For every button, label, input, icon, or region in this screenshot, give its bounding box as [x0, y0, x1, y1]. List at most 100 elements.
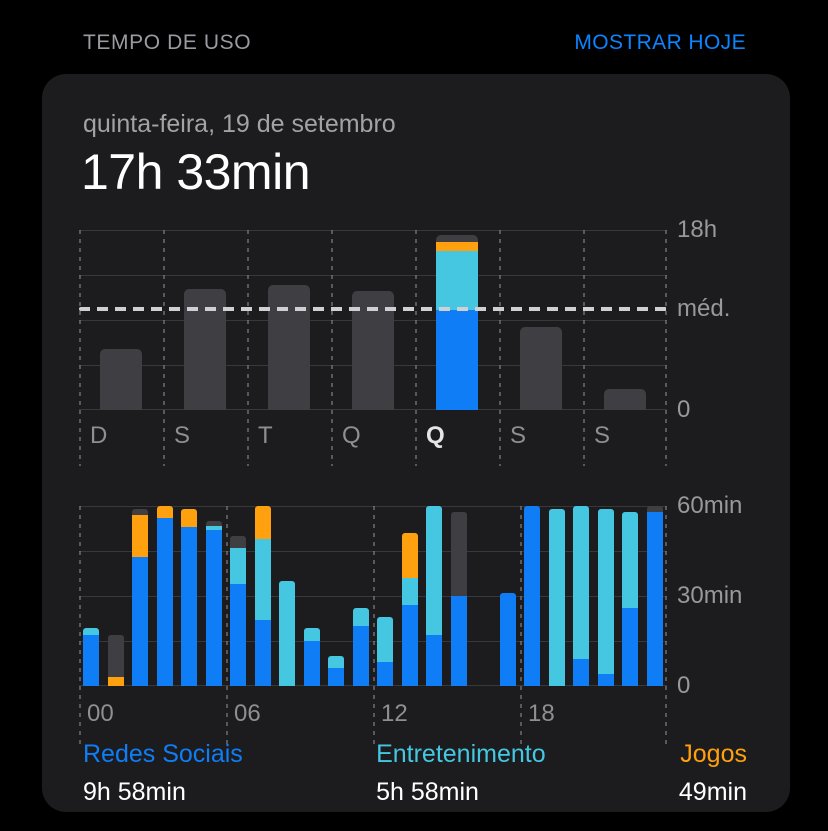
bar-segment-entertainment — [598, 509, 614, 674]
legend-label: Redes Sociais — [83, 740, 243, 768]
usage-bar — [304, 627, 320, 686]
bar-segment-social — [524, 506, 540, 686]
bar-segment-entertainment — [622, 512, 638, 608]
day-label: D — [90, 422, 108, 449]
usage-bar — [268, 285, 310, 410]
bar-segment-social — [157, 518, 173, 686]
gridline-vertical-dashed — [331, 230, 333, 466]
bar-segment-social — [451, 596, 467, 686]
x-axis-label: 06 — [234, 700, 261, 727]
bar-segment-games — [157, 506, 173, 518]
usage-bar — [353, 608, 369, 686]
day-label: Q — [342, 422, 361, 449]
bar-segment-games — [132, 515, 148, 557]
gridline-vertical-dashed — [665, 506, 667, 744]
bar-segment-social — [500, 593, 516, 686]
x-axis-label: 00 — [87, 700, 114, 727]
usage-bar — [402, 533, 418, 686]
usage-bar — [500, 593, 516, 686]
usage-bar — [436, 234, 478, 410]
bar-segment-entertainment — [328, 656, 344, 668]
bar-segment-entertainment — [573, 506, 589, 659]
usage-bar — [230, 536, 246, 686]
gridline-vertical-dashed — [583, 230, 585, 466]
bar-segment-entertainment — [426, 506, 442, 635]
bar-segment-other — [100, 349, 142, 410]
bar-segment-entertainment — [230, 548, 246, 584]
usage-bar — [524, 506, 540, 686]
usage-bar — [132, 509, 148, 686]
gridline-vertical-dashed — [226, 506, 228, 744]
usage-bar — [647, 506, 663, 686]
bar-segment-games — [181, 509, 197, 527]
bar-segment-other — [230, 536, 246, 548]
bar-segment-entertainment — [377, 617, 393, 662]
bar-segment-entertainment — [279, 581, 295, 686]
legend-label: Jogos — [680, 740, 747, 768]
day-label: Q — [426, 422, 445, 449]
bar-segment-social — [436, 310, 478, 410]
bar-segment-other — [268, 285, 310, 410]
legend-value: 49min — [678, 778, 747, 806]
gridline-vertical-dashed — [163, 230, 165, 466]
bar-segment-social — [598, 674, 614, 686]
screen-time-card[interactable]: quinta-feira, 19 de setembro 17h 33min D… — [42, 74, 790, 812]
x-axis-label: 18 — [528, 700, 555, 727]
usage-bar — [83, 627, 99, 686]
bar-segment-social — [83, 635, 99, 686]
y-axis-label: méd. — [677, 295, 731, 322]
usage-bar — [573, 506, 589, 686]
bar-segment-social — [353, 626, 369, 686]
usage-bar — [598, 509, 614, 686]
gridline-vertical-dashed — [415, 230, 417, 466]
show-today-button[interactable]: MOSTRAR HOJE — [574, 31, 746, 54]
bar-segment-other — [206, 521, 222, 526]
legend-item-games: Jogos 49min — [679, 740, 747, 807]
y-axis-label: 18h — [677, 216, 718, 243]
bar-segment-games — [255, 506, 271, 539]
usage-bar — [520, 327, 562, 410]
bar-segment-social — [647, 512, 663, 686]
usage-bar — [181, 509, 197, 686]
y-axis-label: 30min — [677, 582, 743, 609]
gridline-vertical-dashed — [499, 230, 501, 466]
usage-bar — [549, 509, 565, 686]
bar-segment-other — [520, 327, 562, 410]
page-title: TEMPO DE USO — [83, 31, 252, 54]
usage-bar — [100, 349, 142, 410]
gridline-horizontal — [79, 275, 667, 276]
hourly-usage-chart: 00 06 12 18 60min 30min 0 — [79, 492, 742, 744]
usage-bar — [604, 389, 646, 410]
gridline-horizontal — [79, 230, 667, 231]
gridline-vertical-dashed — [665, 230, 667, 466]
bar-segment-entertainment — [83, 627, 99, 635]
bar-segment-entertainment — [304, 627, 320, 641]
bar-segment-social — [426, 635, 442, 686]
bar-segment-entertainment — [255, 539, 271, 620]
bar-segment-social — [377, 662, 393, 686]
usage-bar — [255, 506, 271, 686]
bar-segment-entertainment — [436, 250, 478, 311]
legend-value: 9h 58min — [83, 778, 186, 806]
bar-segment-social — [622, 608, 638, 686]
day-label: S — [174, 422, 191, 449]
gridline-vertical-dashed — [520, 506, 522, 744]
bar-segment-other — [108, 635, 124, 677]
gridline-vertical-dashed — [373, 506, 375, 744]
bar-segment-social — [304, 641, 320, 686]
bar-segment-other — [436, 234, 478, 243]
bar-segment-games — [108, 677, 124, 686]
header: TEMPO DE USO MOSTRAR HOJE — [83, 31, 746, 55]
gridline-vertical-dashed — [79, 230, 81, 466]
bar-segment-social — [402, 605, 418, 686]
bar-segment-entertainment — [353, 608, 369, 626]
gridline-vertical-dashed — [79, 506, 81, 744]
weekly-usage-chart: D S T Q Q S S 18h méd. 0 — [79, 216, 730, 466]
bar-segment-other — [132, 509, 148, 515]
bar-segment-social — [181, 527, 197, 686]
usage-bar — [157, 506, 173, 686]
bar-segment-other — [451, 512, 467, 596]
usage-bar — [451, 512, 467, 686]
usage-bar — [328, 656, 344, 686]
